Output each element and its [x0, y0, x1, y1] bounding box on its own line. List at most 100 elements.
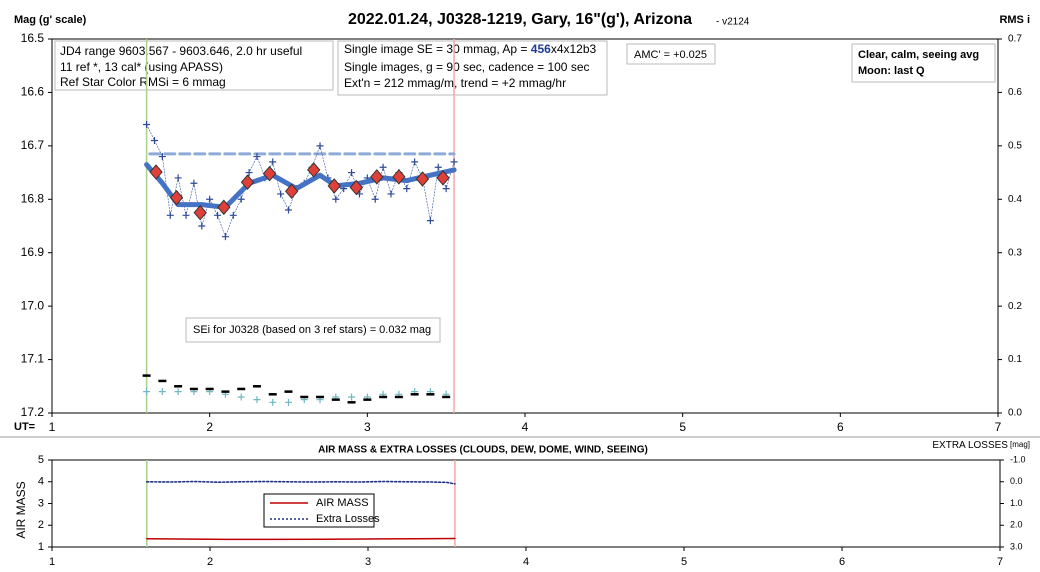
- y2-tick-label: 0.1: [1008, 354, 1022, 365]
- info-box: [54, 40, 334, 91]
- plus-point: [253, 153, 261, 161]
- x-tick-label: 4: [523, 556, 529, 568]
- plus-point: [158, 388, 166, 396]
- info-text: JD4 range 9603.567 - 9603.646, 2.0 hr us…: [60, 44, 302, 58]
- plus-point: [403, 185, 411, 193]
- plus-point: [411, 158, 419, 166]
- y-tick-label: 16.9: [21, 245, 45, 259]
- binned-point: [262, 165, 277, 182]
- amc-box: [626, 43, 716, 65]
- x-tick-label: 3: [365, 556, 371, 568]
- y2-tick-label: 0.2: [1008, 301, 1022, 312]
- y-tick-label: 3: [38, 497, 44, 509]
- plus-point: [245, 169, 253, 177]
- x-tick-label: 6: [837, 420, 844, 434]
- x-tick-label: 7: [997, 556, 1003, 568]
- x-axis-label: UT=: [14, 421, 35, 433]
- plus-point: [150, 137, 158, 145]
- y-tick-label: 17.1: [21, 352, 45, 366]
- y2-axis-label-unit: [mag]: [1010, 440, 1030, 449]
- y-tick-label: 5: [38, 454, 44, 466]
- plus-point: [158, 153, 166, 161]
- y2-tick-label: 0.3: [1008, 247, 1022, 258]
- chart-subtitle: - v2124: [716, 17, 750, 28]
- binned-point: [193, 204, 207, 221]
- x-tick-label: 4: [522, 420, 529, 434]
- x-tick-label: 3: [364, 420, 371, 434]
- plus-point: [237, 393, 245, 401]
- plus-point: [371, 195, 379, 203]
- plus-point: [182, 211, 190, 219]
- x-tick-label: 5: [681, 556, 687, 568]
- binned-point: [436, 170, 450, 186]
- binned-point: [217, 199, 231, 216]
- y-tick-label: 4: [38, 476, 44, 488]
- binned-point: [392, 169, 406, 185]
- plus-point: [190, 179, 198, 187]
- setup-text: Single image SE = 30 mmag, Ap = 456x4x12…: [344, 42, 597, 56]
- aperture-value: 456: [531, 42, 551, 56]
- y2-axis-label: EXTRA LOSSES [mag]: [932, 440, 1030, 451]
- y2-axis-label-main: EXTRA LOSSES: [932, 440, 1008, 451]
- x-tick-label: 5: [679, 420, 686, 434]
- y2-tick-label: 2.0: [1010, 520, 1023, 530]
- chart-title: AIR MASS & EXTRA LOSSES (CLOUDS, DEW, DO…: [318, 445, 648, 456]
- x-tick-label: 1: [49, 556, 55, 568]
- y-axis-label: AIR MASS: [14, 481, 28, 538]
- binned-point: [349, 179, 363, 196]
- plus-point: [198, 222, 206, 230]
- legend-label: Extra Losses: [316, 513, 380, 525]
- x-tick-label: 6: [839, 556, 845, 568]
- legend-label: AIR MASS: [316, 497, 369, 509]
- plus-point: [229, 211, 237, 219]
- y2-axis-label: RMS i: [999, 14, 1030, 26]
- plus-point: [237, 195, 245, 203]
- y2-tick-label: 1.0: [1010, 498, 1023, 508]
- binned-point: [415, 171, 430, 187]
- binned-point: [169, 189, 184, 206]
- setup-text-part: x4x12b3: [551, 42, 597, 56]
- y-tick-label: 1: [38, 541, 44, 553]
- plus-point: [143, 120, 151, 128]
- series-line: [146, 480, 456, 485]
- plus-point: [206, 195, 214, 203]
- binned-point: [327, 178, 341, 194]
- plus-point: [434, 163, 442, 171]
- plus-point: [442, 185, 450, 193]
- plus-point: [221, 233, 229, 241]
- sei-text: SEi for J0328 (based on 3 ref stars) = 0…: [193, 324, 431, 336]
- y-tick-label: 16.8: [21, 191, 45, 205]
- x-tick-label: 2: [206, 420, 213, 434]
- plus-point: [316, 142, 324, 150]
- binned-point: [370, 169, 384, 185]
- y2-tick-label: -1.0: [1010, 454, 1026, 464]
- plus-point: [285, 398, 292, 406]
- plus-point: [174, 388, 182, 396]
- y2-tick-label: 0.0: [1008, 408, 1022, 419]
- setup-text: Ext'n = 212 mmag/m, trend = +2 mmag/hr: [344, 76, 566, 90]
- series-line: [146, 537, 456, 541]
- y2-tick-label: 0.7: [1008, 34, 1022, 45]
- x-tick-label: 2: [207, 556, 213, 568]
- plus-point: [174, 174, 182, 182]
- plot-frame: [51, 459, 1001, 548]
- y-tick-label: 17.2: [21, 405, 45, 419]
- info-text: 11 ref *, 13 cal* (using APASS): [60, 60, 223, 74]
- plus-point: [348, 393, 356, 401]
- plus-point: [214, 211, 222, 219]
- plus-point: [348, 169, 356, 177]
- plus-point: [450, 158, 458, 166]
- y2-tick-label: 0.0: [1010, 476, 1023, 486]
- y2-tick-label: 0.4: [1008, 194, 1022, 205]
- y2-tick-label: 0.6: [1008, 87, 1022, 98]
- binned-point: [240, 174, 255, 190]
- plus-point: [253, 396, 261, 404]
- y2-tick-label: 3.0: [1010, 541, 1023, 551]
- plus-point: [285, 206, 292, 214]
- plus-point: [143, 388, 151, 396]
- plus-point: [426, 217, 434, 225]
- y2-tick-label: 0.5: [1008, 140, 1022, 151]
- plus-point: [166, 211, 174, 219]
- setup-box: [337, 40, 608, 96]
